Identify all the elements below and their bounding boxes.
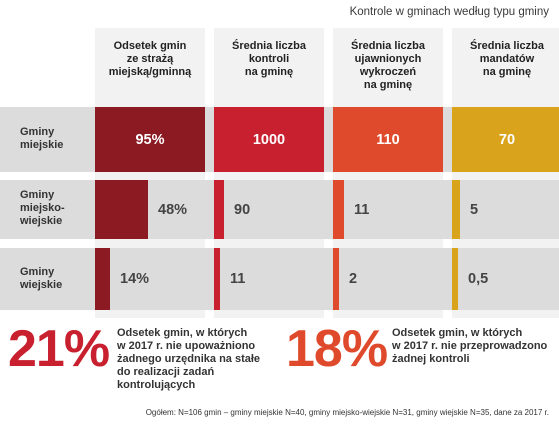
bar-s2-r2 [214, 180, 224, 239]
row-band-2 [0, 180, 559, 239]
callout-text-1: Odsetek gmin, w których w 2017 r. nie up… [117, 327, 261, 391]
bar-s3-r2 [333, 180, 344, 239]
column-header-3: Średnia liczba ujawnionych wykroczeń na … [351, 40, 425, 91]
value-label-s3-r2: 11 [354, 201, 370, 218]
bar-s1-r3 [95, 248, 110, 310]
footnote: Ogółem: N=106 gmin – gminy miejskie N=40… [145, 408, 549, 417]
page-title: Kontrole w gminach według typu gminy [349, 6, 549, 18]
value-label-s1-r1: 95% [135, 131, 165, 148]
callout-text-2: Odsetek gmin, w których w 2017 r. nie pr… [392, 327, 548, 365]
row-label-2: Gminy miejsko- wiejskie [20, 189, 65, 227]
column-header-2: Średnia liczba kontroli na gminę [232, 40, 306, 78]
column-header-4: Średnia liczba mandatów na gminę [470, 40, 544, 78]
bar-s3-r1 [333, 107, 443, 172]
value-label-s3-r1: 110 [376, 131, 400, 148]
bar-s1-r1 [95, 107, 205, 172]
value-label-s2-r3: 11 [230, 271, 246, 287]
bar-s4-r3 [452, 248, 458, 310]
callout-number-1: 21% [8, 320, 110, 378]
value-label-s2-r2: 90 [234, 201, 251, 218]
bar-s2-r3 [214, 248, 220, 310]
value-label-s4-r1: 70 [498, 131, 516, 148]
value-label-s1-r2: 48% [158, 201, 188, 218]
bar-s2-r1 [214, 107, 324, 172]
value-label-s2-r1: 1000 [252, 131, 286, 148]
bar-s4-r2 [452, 180, 460, 239]
value-label-s4-r3: 0,5 [468, 271, 489, 287]
column-header-1: Odsetek gmin ze strażą miejską/gminną [108, 40, 192, 78]
row-label-1: Gminy miejskie [20, 126, 64, 151]
bar-s3-r3 [333, 248, 339, 310]
bar-s1-r2 [95, 180, 148, 239]
value-label-s1-r3: 14% [120, 271, 150, 287]
value-label-s4-r2: 5 [470, 201, 479, 218]
callout-number-2: 18% [286, 320, 388, 378]
row-label-3: Gminy wiejskie [20, 266, 63, 291]
row-band-3 [0, 248, 559, 310]
bar-s4-r1 [452, 107, 559, 172]
value-label-s3-r3: 2 [349, 271, 358, 287]
